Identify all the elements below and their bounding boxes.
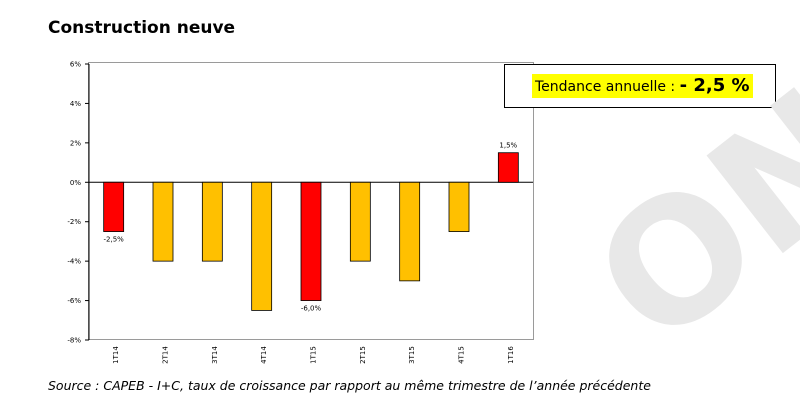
- x-tick-label: 3T14: [211, 346, 219, 364]
- bar: [251, 181, 273, 311]
- data-label: 1,5%: [499, 142, 517, 150]
- trend-label: Tendance annuelle :: [535, 79, 680, 95]
- y-tick-label: 0%: [70, 179, 81, 187]
- source-note: Source : CAPEB - I+C, taux de croissance…: [48, 378, 651, 393]
- bar: [300, 181, 322, 301]
- x-tick-label: 2T15: [359, 346, 367, 364]
- y-tick-label: -6%: [67, 297, 81, 305]
- x-tick-label: 1T16: [507, 346, 515, 364]
- bar: [103, 181, 125, 232]
- x-tick-label: 4T15: [458, 346, 466, 364]
- x-tick-label: 2T14: [162, 346, 170, 364]
- trend-highlight: Tendance annuelle : - 2,5 %: [532, 74, 753, 98]
- y-tick-label: 2%: [70, 139, 81, 147]
- data-label: -2,5%: [104, 236, 125, 244]
- bar: [152, 181, 174, 262]
- y-tick-label: -2%: [67, 218, 81, 226]
- bar: [497, 152, 519, 183]
- x-tick-label: 3T15: [408, 346, 416, 364]
- bar: [349, 181, 371, 262]
- chart-title: Construction neuve: [48, 18, 236, 38]
- x-tick-label: 4T14: [260, 346, 268, 364]
- y-tick-label: -4%: [67, 258, 81, 266]
- trend-box: Tendance annuelle : - 2,5 %: [504, 64, 776, 108]
- bar: [448, 181, 470, 232]
- bars: [103, 152, 519, 311]
- y-tick-label: 4%: [70, 100, 81, 108]
- bar: [399, 181, 421, 282]
- data-label: -6,0%: [301, 305, 322, 313]
- y-tick-label: -8%: [67, 337, 81, 345]
- y-tick-label: 6%: [70, 61, 81, 69]
- labels: 1T14 -2,5% 2T14 3T14 4T14 1T15 -6,0% 2T15 3T15 4T…: [104, 142, 518, 364]
- x-tick-label: 1T15: [310, 346, 318, 364]
- trend-value: - 2,5 %: [679, 75, 750, 96]
- bar: [201, 181, 223, 262]
- x-tick-label: 1T14: [112, 346, 120, 364]
